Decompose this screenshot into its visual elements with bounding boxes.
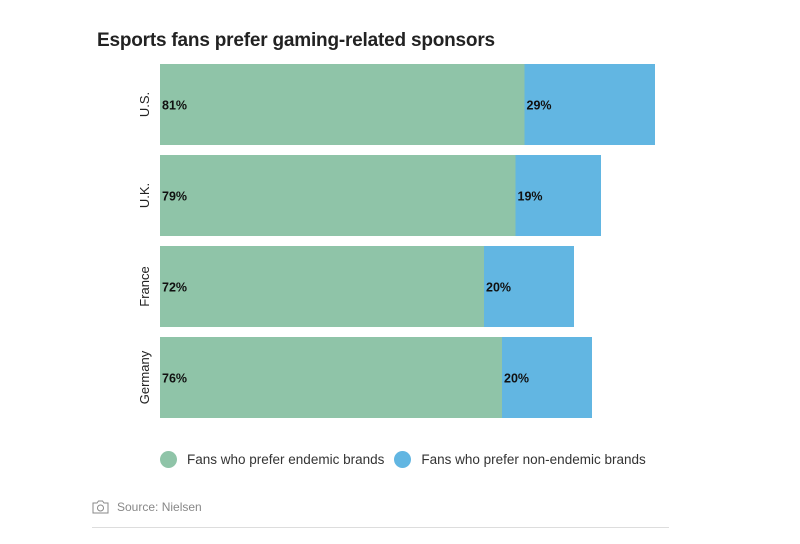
data-label: 20% [504, 372, 529, 386]
category-label: U.K. [137, 183, 152, 208]
bar-non-endemic [524, 64, 655, 145]
source-note: Source: Nielsen [92, 500, 202, 514]
data-label: 20% [486, 281, 511, 295]
bar-non-endemic [515, 155, 601, 236]
data-label: 19% [518, 190, 543, 204]
legend-item-non-endemic: Fans who prefer non-endemic brands [394, 451, 646, 468]
data-label: 76% [162, 372, 187, 386]
legend-item-endemic: Fans who prefer endemic brands [160, 451, 384, 468]
camera-icon [92, 500, 109, 514]
data-label: 72% [162, 281, 187, 295]
bar-endemic [160, 246, 484, 327]
legend-label-non-endemic: Fans who prefer non-endemic brands [421, 452, 646, 467]
legend-label-endemic: Fans who prefer endemic brands [187, 452, 385, 467]
bar-non-endemic [502, 337, 592, 418]
legend: Fans who prefer endemic brands Fans who … [160, 451, 656, 468]
bar-endemic [160, 155, 516, 236]
bar-chart: U.S. 81% 29% U.K. 79% 19% France 72% 20% Germany 7… [137, 64, 655, 418]
category-label: France [137, 266, 152, 306]
category-label: Germany [137, 350, 152, 404]
category-label: U.S. [137, 92, 152, 117]
divider [92, 527, 669, 528]
legend-swatch-endemic [160, 451, 177, 468]
chart-title: Esports fans prefer gaming-related spons… [97, 30, 495, 51]
data-label: 29% [527, 99, 552, 113]
data-label: 81% [162, 99, 187, 113]
legend-swatch-non-endemic [394, 451, 412, 468]
data-label: 79% [162, 190, 187, 204]
source-text: Source: Nielsen [117, 500, 202, 514]
bar-endemic [160, 64, 525, 145]
bar-endemic [160, 337, 502, 418]
bar-non-endemic [484, 246, 574, 327]
